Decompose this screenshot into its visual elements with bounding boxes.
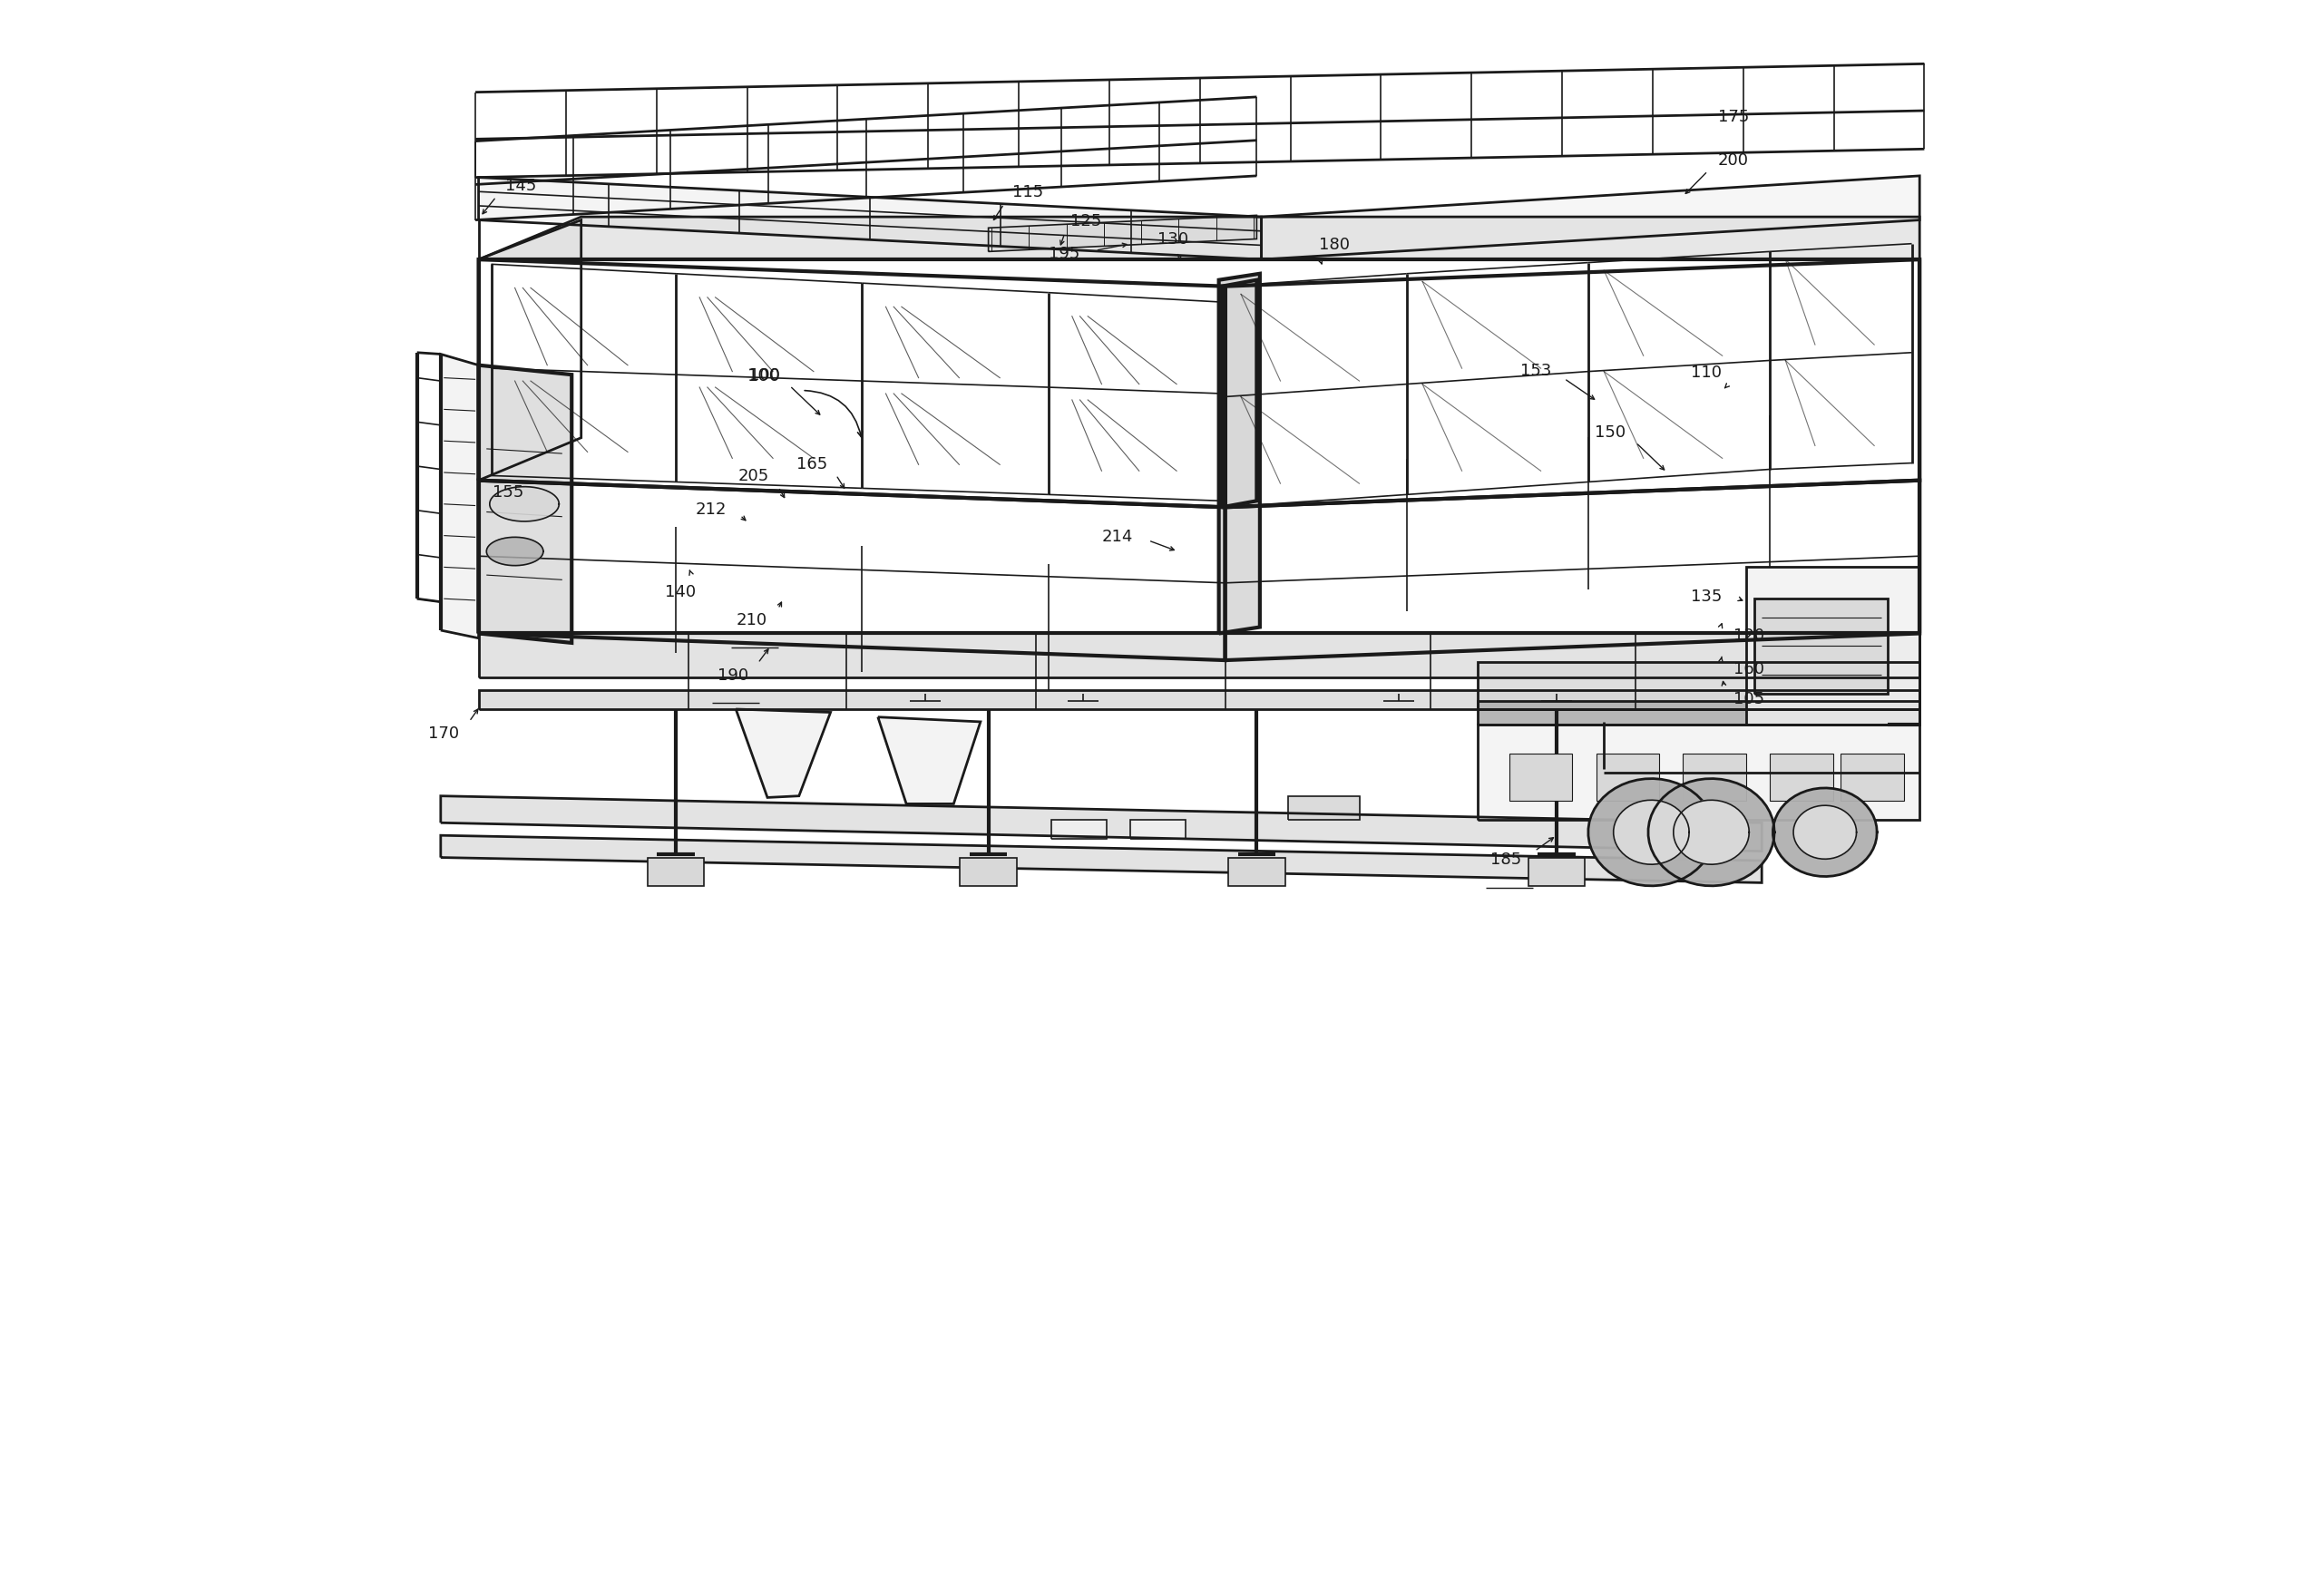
- FancyArrowPatch shape: [1097, 244, 1127, 251]
- FancyArrowPatch shape: [483, 200, 495, 214]
- Text: 214: 214: [1102, 528, 1134, 544]
- Text: 190: 190: [718, 667, 748, 683]
- Polygon shape: [442, 836, 1762, 883]
- Bar: [1841, 754, 1903, 801]
- Bar: [1769, 754, 1834, 801]
- Text: 212: 212: [695, 501, 725, 517]
- Text: 100: 100: [748, 367, 781, 383]
- Text: 145: 145: [507, 178, 537, 194]
- FancyArrowPatch shape: [1178, 255, 1183, 260]
- Bar: [1683, 754, 1745, 801]
- Text: 175: 175: [1717, 109, 1750, 125]
- Polygon shape: [486, 538, 544, 566]
- FancyArrowPatch shape: [472, 710, 479, 721]
- Polygon shape: [1773, 788, 1878, 877]
- FancyArrowPatch shape: [837, 478, 844, 489]
- Polygon shape: [1218, 274, 1260, 634]
- Text: 185: 185: [1490, 852, 1522, 867]
- Polygon shape: [1225, 481, 1920, 661]
- FancyArrowPatch shape: [1717, 624, 1722, 629]
- FancyArrowPatch shape: [1150, 542, 1174, 550]
- Text: 110: 110: [1692, 364, 1722, 380]
- FancyArrowPatch shape: [779, 602, 781, 607]
- Polygon shape: [479, 221, 581, 481]
- Polygon shape: [1587, 779, 1715, 886]
- Text: 160: 160: [1734, 661, 1764, 677]
- Polygon shape: [1222, 281, 1257, 508]
- Text: 205: 205: [737, 468, 769, 484]
- Text: 120: 120: [1734, 628, 1764, 643]
- Polygon shape: [1129, 820, 1185, 839]
- Polygon shape: [878, 718, 981, 804]
- FancyArrowPatch shape: [1536, 837, 1552, 850]
- Text: 195: 195: [1048, 246, 1081, 262]
- FancyArrowPatch shape: [1318, 260, 1322, 265]
- Text: 130: 130: [1157, 232, 1188, 248]
- Polygon shape: [479, 691, 1920, 710]
- FancyArrowPatch shape: [690, 571, 693, 576]
- Polygon shape: [1225, 260, 1920, 508]
- FancyArrowPatch shape: [995, 207, 1002, 221]
- Bar: [1508, 754, 1573, 801]
- Polygon shape: [1478, 662, 1920, 710]
- FancyArrowPatch shape: [1566, 380, 1594, 401]
- Text: 180: 180: [1318, 237, 1350, 252]
- Polygon shape: [1050, 820, 1106, 839]
- FancyArrowPatch shape: [760, 650, 769, 662]
- Polygon shape: [1755, 599, 1887, 694]
- Polygon shape: [479, 366, 572, 643]
- Polygon shape: [988, 216, 1257, 252]
- FancyArrowPatch shape: [1738, 598, 1743, 601]
- Text: 150: 150: [1594, 424, 1627, 440]
- Text: 165: 165: [797, 456, 827, 472]
- Text: 135: 135: [1692, 588, 1722, 604]
- Bar: [960, 858, 1018, 886]
- Polygon shape: [1478, 725, 1920, 820]
- FancyArrowPatch shape: [779, 490, 786, 498]
- FancyArrowPatch shape: [1722, 681, 1727, 686]
- Polygon shape: [479, 178, 1262, 260]
- Polygon shape: [442, 355, 479, 639]
- Text: 125: 125: [1071, 213, 1102, 229]
- Bar: [1597, 754, 1659, 801]
- Bar: [1229, 858, 1285, 886]
- Bar: [1529, 858, 1585, 886]
- Text: 105: 105: [1734, 691, 1764, 706]
- Polygon shape: [479, 481, 1225, 661]
- Polygon shape: [1794, 806, 1857, 859]
- FancyArrowPatch shape: [741, 517, 746, 520]
- FancyArrowPatch shape: [804, 391, 862, 437]
- Polygon shape: [479, 218, 1920, 260]
- Text: 210: 210: [737, 612, 767, 628]
- Text: 100: 100: [748, 367, 779, 383]
- Polygon shape: [1673, 801, 1750, 864]
- Text: 170: 170: [428, 725, 460, 741]
- Polygon shape: [1613, 801, 1690, 864]
- Bar: [648, 858, 704, 886]
- Polygon shape: [737, 710, 830, 798]
- Polygon shape: [1478, 702, 1920, 725]
- FancyArrowPatch shape: [792, 388, 820, 415]
- Polygon shape: [479, 634, 1920, 678]
- FancyArrowPatch shape: [1720, 658, 1722, 662]
- Text: 140: 140: [665, 583, 697, 599]
- FancyArrowPatch shape: [1685, 173, 1706, 194]
- Text: 200: 200: [1717, 153, 1748, 169]
- FancyArrowPatch shape: [1724, 385, 1729, 388]
- Polygon shape: [442, 796, 1762, 852]
- Polygon shape: [1648, 779, 1776, 886]
- Polygon shape: [1262, 177, 1920, 260]
- Text: 153: 153: [1520, 363, 1552, 378]
- Text: 155: 155: [493, 484, 525, 500]
- Polygon shape: [1745, 568, 1920, 725]
- Text: 115: 115: [1013, 185, 1043, 200]
- Polygon shape: [490, 487, 560, 522]
- FancyArrowPatch shape: [1060, 237, 1064, 246]
- Polygon shape: [479, 260, 1225, 508]
- Polygon shape: [1287, 796, 1360, 820]
- FancyArrowPatch shape: [1638, 445, 1664, 470]
